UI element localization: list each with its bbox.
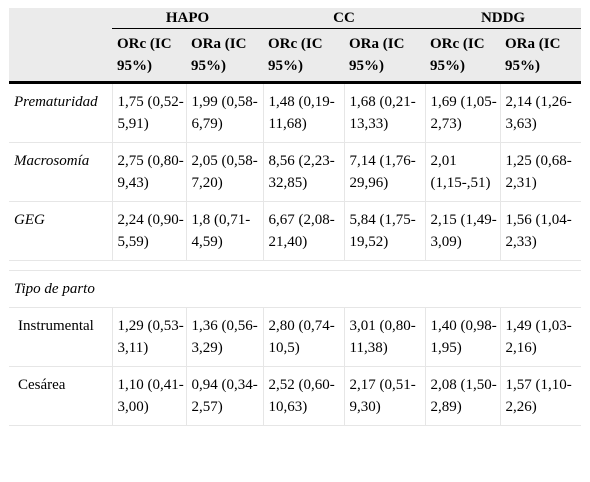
table-cell: 1,75 (0,52-5,91) xyxy=(111,82,186,143)
table-row: Instrumental 1,29 (0,53-3,11) 1,36 (0,56… xyxy=(9,307,582,367)
table-cell: 1,40 (0,98-1,95) xyxy=(424,307,501,367)
table-cell: 1,36 (0,56-3,29) xyxy=(185,307,263,367)
table-cell: 1,68 (0,21-13,33) xyxy=(343,82,426,143)
section-label: Tipo de parto xyxy=(9,270,582,308)
row-label: Instrumental xyxy=(9,307,112,367)
table-row: Macrosomía 2,75 (0,80-9,43) 2,05 (0,58-7… xyxy=(9,142,582,202)
table-cell: 6,67 (2,08-21,40) xyxy=(262,201,344,261)
table-row: GEG 2,24 (0,90-5,59) 1,8 (0,71-4,59) 6,6… xyxy=(9,201,582,261)
table-cell: 3,01 (0,80-11,38) xyxy=(343,307,426,367)
table-cell: 1,8 (0,71-4,59) xyxy=(185,201,263,261)
table-cell: 2,01 (1,15-,51) xyxy=(424,142,501,202)
header-corner xyxy=(9,8,112,29)
subheader-cell: ORc (IC 95%) xyxy=(425,28,501,84)
subheader-cell: ORa (IC 95%) xyxy=(500,28,582,84)
subheader-cell: ORa (IC 95%) xyxy=(344,28,426,84)
subheader-cell: ORc (IC 95%) xyxy=(263,28,344,84)
table-cell: 8,56 (2,23-32,85) xyxy=(262,142,344,202)
row-label: Macrosomía xyxy=(9,142,112,202)
section-header-row: Tipo de parto xyxy=(9,270,582,308)
table-cell: 2,24 (0,90-5,59) xyxy=(111,201,186,261)
table-cell: 2,08 (1,50-2,89) xyxy=(424,366,501,426)
table-cell: 1,56 (1,04-2,33) xyxy=(499,201,582,261)
table-cell: 7,14 (1,76-29,96) xyxy=(343,142,426,202)
table-cell: 2,75 (0,80-9,43) xyxy=(111,142,186,202)
table-row: Cesárea 1,10 (0,41-3,00) 0,94 (0,34-2,57… xyxy=(9,366,582,426)
table-cell: 2,14 (1,26-3,63) xyxy=(499,82,582,143)
table-cell: 1,99 (0,58-6,79) xyxy=(185,82,263,143)
table-cell: 2,52 (0,60-10,63) xyxy=(262,366,344,426)
group-header-hapo: HAPO xyxy=(112,8,263,29)
group-header-nddg: NDDG xyxy=(425,8,582,29)
table-cell: 1,25 (0,68-2,31) xyxy=(499,142,582,202)
row-label: GEG xyxy=(9,201,112,261)
group-header-cc: CC xyxy=(263,8,426,29)
table-cell: 1,49 (1,03-2,16) xyxy=(499,307,582,367)
spacer-row xyxy=(9,260,582,271)
group-header-row: HAPO CC NDDG xyxy=(9,8,582,29)
table-cell: 2,17 (0,51-9,30) xyxy=(343,366,426,426)
table-cell: 1,29 (0,53-3,11) xyxy=(111,307,186,367)
table-cell: 5,84 (1,75-19,52) xyxy=(343,201,426,261)
table-cell: 1,10 (0,41-3,00) xyxy=(111,366,186,426)
subheader-corner xyxy=(9,28,112,84)
results-table: HAPO CC NDDG ORc (IC 95%) ORa (IC 95%) O… xyxy=(9,8,582,426)
subheader-cell: ORc (IC 95%) xyxy=(112,28,186,84)
table-row: Prematuridad 1,75 (0,52-5,91) 1,99 (0,58… xyxy=(9,82,582,143)
table-cell: 2,80 (0,74-10,5) xyxy=(262,307,344,367)
spacer-cell xyxy=(9,260,582,271)
row-label: Cesárea xyxy=(9,366,112,426)
subheader-row: ORc (IC 95%) ORa (IC 95%) ORc (IC 95%) O… xyxy=(9,28,582,84)
table-cell: 2,15 (1,49-3,09) xyxy=(424,201,501,261)
table-cell: 2,05 (0,58-7,20) xyxy=(185,142,263,202)
row-label: Prematuridad xyxy=(9,82,112,143)
subheader-cell: ORa (IC 95%) xyxy=(186,28,263,84)
table-cell: 1,57 (1,10-2,26) xyxy=(499,366,582,426)
table-cell: 1,48 (0,19-11,68) xyxy=(262,82,344,143)
table-cell: 0,94 (0,34-2,57) xyxy=(185,366,263,426)
table-cell: 1,69 (1,05-2,73) xyxy=(424,82,501,143)
